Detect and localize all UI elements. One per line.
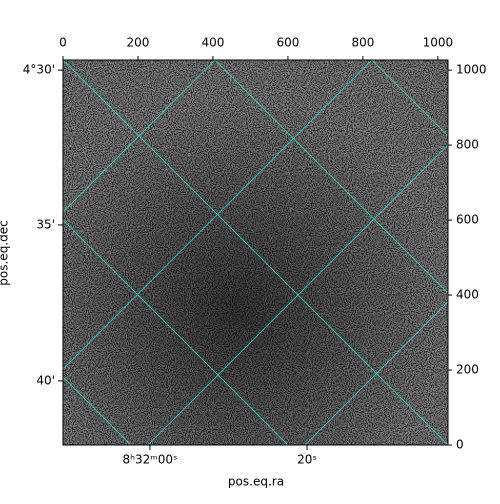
frame: [62, 59, 449, 446]
x-tick-label: 800: [351, 36, 374, 50]
x-tick-label: 200: [127, 36, 150, 50]
dec-tick-label: 4°30': [23, 63, 55, 77]
dec-tick-label: 35': [36, 217, 55, 231]
world-grid: [63, 60, 448, 445]
x-tick-label: 400: [201, 36, 224, 50]
ra-tick-label: 20ˢ: [297, 453, 317, 467]
y-tick-label: 200: [456, 363, 479, 377]
sky-image: [63, 60, 448, 445]
y-tick-label: 1000: [456, 63, 487, 77]
x-axis-label: pos.eq.ra: [228, 475, 284, 489]
y-axis-label: pos.eq.dec: [0, 220, 11, 285]
x-tick-label: 600: [276, 36, 299, 50]
x-tick-label: 1000: [423, 36, 454, 50]
y-tick-label: 0: [456, 438, 464, 452]
ra-tick-label: 8ʰ32ᵐ00ˢ: [122, 453, 177, 467]
y-tick-label: 400: [456, 288, 479, 302]
y-tick-label: 800: [456, 138, 479, 152]
x-tick-label: 0: [59, 36, 67, 50]
dec-tick-label: 40': [36, 373, 55, 387]
y-tick-label: 600: [456, 213, 479, 227]
